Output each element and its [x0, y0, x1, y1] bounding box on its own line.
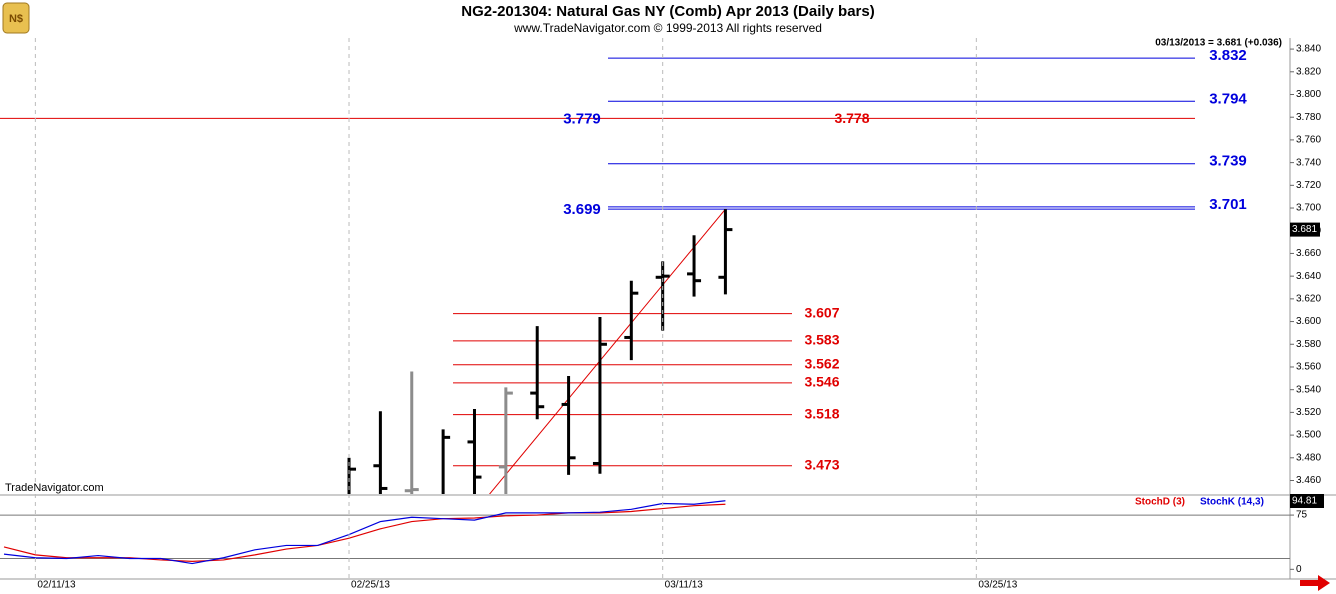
y-tick-label: 3.460 — [1296, 475, 1321, 486]
y-tick-label: 3.620 — [1296, 293, 1321, 304]
last-stoch-label: 94.81 — [1292, 496, 1317, 507]
last-price-info: 03/13/2013 = 3.681 (+0.036) — [1155, 38, 1282, 49]
y-tick-label: 3.780 — [1296, 112, 1321, 123]
y-tick-label: 3.720 — [1296, 180, 1321, 191]
y-tick-label: 3.800 — [1296, 89, 1321, 100]
y-tick-label: 3.640 — [1296, 271, 1321, 282]
projection-label: 3.832 — [1209, 47, 1247, 64]
legend-entry: StochD (3) — [1135, 497, 1185, 508]
projection-label: 3.794 — [1209, 90, 1247, 107]
y-tick-label: 3.740 — [1296, 157, 1321, 168]
retracement-label: 3.562 — [804, 355, 839, 371]
projection-label: 3.739 — [1209, 153, 1247, 170]
y-tick-label: 3.660 — [1296, 248, 1321, 259]
annotation-label: 3.778 — [834, 110, 869, 126]
scroll-arrow[interactable] — [1300, 575, 1330, 591]
axes: 02/11/13 02/25/13 03/11/13 03/25/13 3.460 3.4… — [34, 38, 1324, 591]
x-tick-label: 02/11/13 — [37, 580, 76, 591]
retracement-label: 3.473 — [804, 456, 839, 472]
last-stoch-box — [1290, 494, 1324, 508]
watermark: TradeNavigator.com — [5, 482, 104, 494]
y-tick-label: 75 — [1296, 510, 1308, 521]
pivot-label: 3.699 — [563, 201, 601, 218]
retracement-label: 3.607 — [804, 304, 839, 320]
x-tick-label: 02/25/13 — [351, 580, 390, 591]
stochastic-panel — [0, 500, 1290, 565]
x-tick-label: 03/11/13 — [665, 580, 704, 591]
y-tick-label: 3.500 — [1296, 430, 1321, 441]
y-tick-label: 3.580 — [1296, 339, 1321, 350]
projection-label: 3.701 — [1209, 196, 1247, 213]
y-tick-label: 3.820 — [1296, 66, 1321, 77]
y-tick-label: 3.520 — [1296, 407, 1321, 418]
stoch-line — [3, 500, 726, 565]
chart-subtitle: www.TradeNavigator.com © 1999-2013 All r… — [513, 21, 822, 35]
y-tick-label: 3.600 — [1296, 316, 1321, 327]
y-tick-label: 3.480 — [1296, 452, 1321, 463]
y-tick-label: 3.700 — [1296, 203, 1321, 214]
retracement-label: 3.518 — [804, 405, 839, 421]
y-tick-label: 3.760 — [1296, 135, 1321, 146]
legend-entry: StochK (14,3) — [1200, 497, 1264, 508]
y-tick-label: 3.560 — [1296, 362, 1321, 373]
last-price-label: 3.681 — [1292, 224, 1317, 235]
y-tick-label: 3.840 — [1296, 44, 1321, 55]
pivot-label: 3.779 — [563, 110, 601, 127]
retracement-label: 3.546 — [804, 374, 839, 390]
x-tick-label: 03/25/13 — [978, 580, 1017, 591]
svg-text:N$: N$ — [9, 13, 23, 25]
chart-title: NG2-201304: Natural Gas NY (Comb) Apr 20… — [461, 3, 874, 20]
last-price-box — [1290, 222, 1320, 237]
logo: N$ — [2, 2, 30, 34]
y-tick-label: 3.540 — [1296, 384, 1321, 395]
retracement-label: 3.583 — [804, 332, 839, 348]
y-tick-label: 0 — [1296, 564, 1302, 575]
